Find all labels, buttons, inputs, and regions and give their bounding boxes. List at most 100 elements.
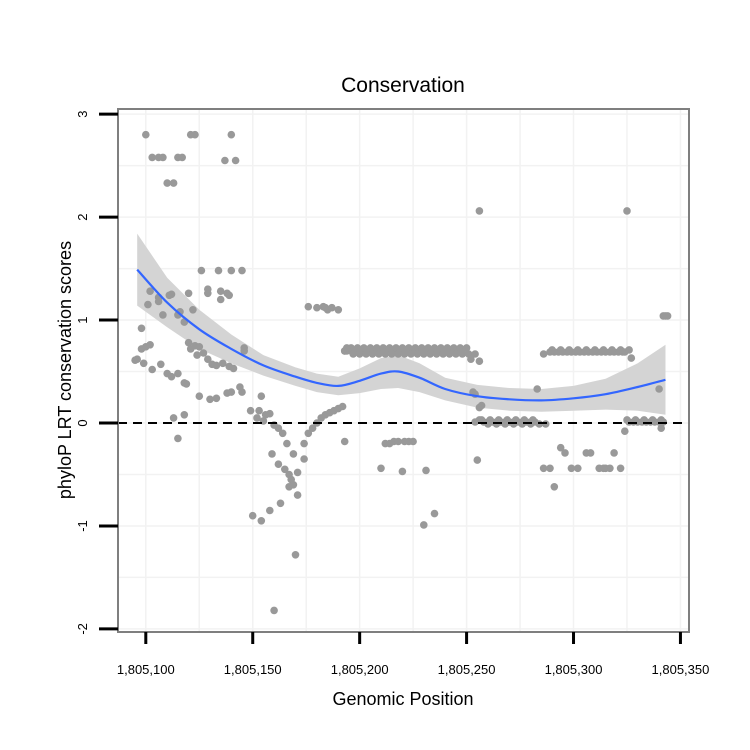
smooth-line-layer xyxy=(136,268,666,402)
data-point xyxy=(191,130,199,139)
data-point xyxy=(422,466,430,475)
data-point xyxy=(274,424,283,433)
x-tick-label: 1,805,100 xyxy=(117,662,175,677)
data-point xyxy=(212,361,221,370)
data-point xyxy=(417,344,426,352)
data-point xyxy=(285,483,293,491)
data-point xyxy=(599,346,608,354)
confidence-ribbon xyxy=(137,233,666,415)
data-point xyxy=(178,153,186,162)
data-point xyxy=(349,350,358,358)
data-point xyxy=(236,383,244,391)
data-point xyxy=(377,464,385,473)
data-point xyxy=(368,350,377,358)
data-point xyxy=(255,406,263,415)
data-point xyxy=(328,303,336,312)
data-point xyxy=(300,455,308,463)
data-point xyxy=(148,365,156,374)
data-point xyxy=(321,303,330,312)
data-point xyxy=(462,344,471,352)
data-point xyxy=(550,483,559,491)
data-point xyxy=(400,350,409,358)
data-point xyxy=(157,360,165,369)
data-point xyxy=(394,350,403,358)
data-point xyxy=(616,464,625,473)
data-point xyxy=(430,509,439,518)
x-tick-label: 1,805,250 xyxy=(438,662,496,677)
data-point xyxy=(293,491,302,499)
data-point xyxy=(139,359,148,368)
data-point xyxy=(313,303,321,312)
panel-border xyxy=(117,108,690,633)
data-point xyxy=(308,424,317,433)
data-point xyxy=(246,406,255,415)
data-point xyxy=(625,346,633,354)
data-point xyxy=(445,350,454,358)
data-point xyxy=(240,347,248,355)
data-point xyxy=(189,306,197,314)
data-point xyxy=(475,207,484,215)
data-point xyxy=(227,388,236,396)
data-point xyxy=(199,349,208,357)
data-point xyxy=(167,290,176,299)
data-point xyxy=(182,380,191,388)
data-point xyxy=(623,207,631,215)
data-point xyxy=(300,439,308,448)
smooth-line xyxy=(136,268,666,402)
data-point xyxy=(616,346,625,354)
data-point xyxy=(655,385,663,393)
data-point xyxy=(304,302,313,311)
data-point xyxy=(216,295,225,304)
data-point xyxy=(432,350,441,358)
data-point xyxy=(281,465,289,474)
data-point xyxy=(159,311,167,319)
data-point xyxy=(195,392,204,401)
confidence-ribbon-layer xyxy=(137,233,666,415)
x-tick-label: 1,805,200 xyxy=(331,662,389,677)
data-point xyxy=(289,450,298,458)
data-point xyxy=(409,437,417,446)
y-axis: -2 -1 0 1 2 3 xyxy=(75,110,118,635)
data-point xyxy=(216,287,225,296)
data-point xyxy=(219,359,227,368)
data-point xyxy=(574,464,582,473)
data-point xyxy=(411,344,420,352)
data-point xyxy=(373,344,381,352)
data-point xyxy=(334,306,343,314)
data-point xyxy=(154,297,163,306)
data-point xyxy=(340,437,349,446)
points-layer xyxy=(131,130,672,615)
data-point xyxy=(420,350,428,358)
data-point xyxy=(582,346,591,354)
data-point xyxy=(148,153,156,162)
data-point xyxy=(204,289,212,298)
x-tick-label: 1,805,350 xyxy=(652,662,710,677)
data-point xyxy=(475,416,484,424)
data-point xyxy=(362,350,370,358)
data-point xyxy=(385,344,394,352)
data-point xyxy=(608,346,616,354)
data-point xyxy=(648,416,657,424)
data-point xyxy=(146,287,154,296)
data-point xyxy=(221,156,229,165)
data-point xyxy=(338,402,347,411)
data-point xyxy=(360,344,368,352)
data-point xyxy=(443,344,452,352)
data-point xyxy=(225,291,233,300)
data-point xyxy=(661,312,670,320)
data-point xyxy=(304,429,313,438)
data-point xyxy=(197,266,206,275)
data-point xyxy=(561,449,569,457)
data-point xyxy=(450,344,458,352)
data-point xyxy=(574,346,582,354)
data-point xyxy=(591,346,599,354)
x-axis: 1,805,100 1,805,150 1,805,200 1,805,250 1,80… xyxy=(117,632,709,677)
data-point xyxy=(567,464,576,473)
data-point xyxy=(381,350,390,358)
data-point xyxy=(387,350,396,358)
data-point xyxy=(546,464,554,473)
data-point xyxy=(539,464,548,473)
data-point xyxy=(556,346,565,354)
data-point xyxy=(439,350,447,358)
data-point xyxy=(467,355,475,364)
